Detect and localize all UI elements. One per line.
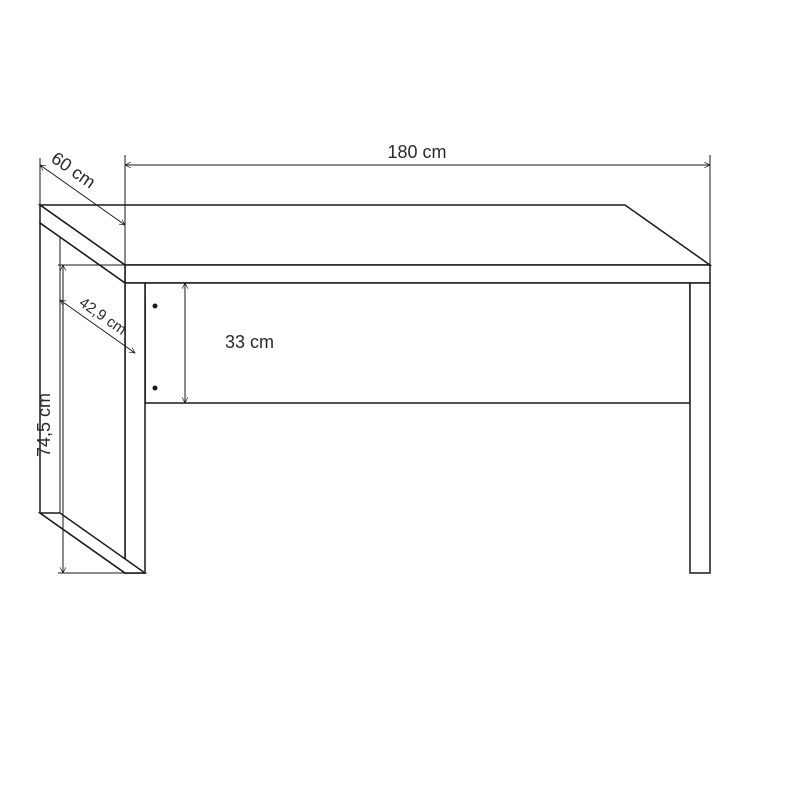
depth-label: 60 cm bbox=[48, 148, 100, 193]
desk-outline bbox=[40, 205, 710, 573]
height-label: 74,5 cm bbox=[34, 393, 54, 457]
width-label: 180 cm bbox=[387, 142, 446, 162]
dimension-drawing: 180 cm 60 cm bbox=[0, 0, 800, 800]
apron-label: 33 cm bbox=[225, 332, 274, 352]
